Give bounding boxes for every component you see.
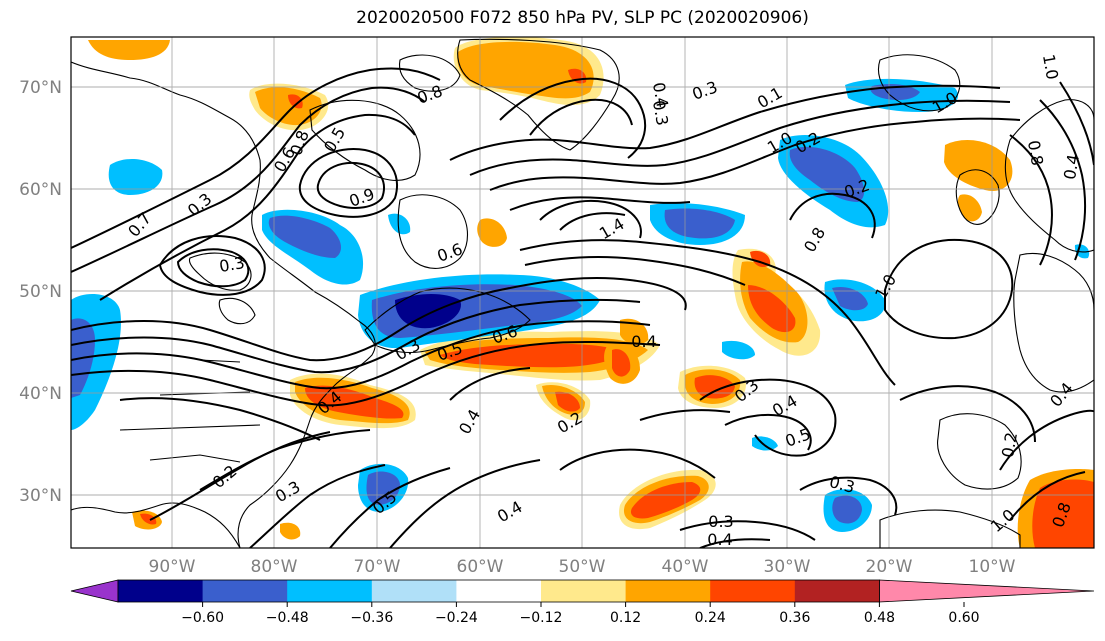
colorbar-tick-label: −0.24	[435, 610, 478, 626]
contour-label: 0.8	[1024, 139, 1047, 167]
coastlines	[71, 38, 1094, 548]
contour-label: 0.4	[707, 530, 732, 549]
contour-label: 0.3	[649, 99, 672, 127]
colorbar-tick-label: 0.12	[610, 610, 641, 626]
colorbar-swatch	[625, 580, 711, 602]
colorbar-swatch	[287, 580, 373, 602]
colorbar-tick-label: 0.60	[948, 610, 979, 626]
latitude-labels: 70°N 60°N 50°N 40°N 30°N	[19, 78, 62, 506]
colorbar-swatch	[202, 580, 288, 602]
colorbar-outline	[117, 579, 880, 603]
lon-label: 10°W	[969, 557, 1016, 577]
colorbar-extend-high	[879, 579, 1095, 603]
lon-label: 90°W	[149, 557, 196, 577]
lon-label: 80°W	[251, 557, 298, 577]
lat-label: 70°N	[19, 78, 62, 98]
colorbar-swatch	[541, 580, 627, 602]
contour-label: 0.3	[708, 512, 733, 531]
colorbar-swatch	[794, 580, 880, 602]
colorbar: −0.60 −0.48 −0.36 −0.24 −0.12 0.12 0.24 0.36 0.4…	[70, 579, 1095, 626]
colorbar-swatch	[371, 580, 457, 602]
lat-label: 50°N	[19, 282, 62, 302]
colorbar-swatch	[456, 580, 542, 602]
lon-label: 70°W	[354, 557, 401, 577]
colorbar-tick-label: −0.36	[350, 610, 393, 626]
lon-label: 60°W	[457, 557, 504, 577]
colorbar-tick-label: 0.36	[779, 610, 810, 626]
lon-label: 20°W	[866, 557, 913, 577]
longitude-labels: 90°W 80°W 70°W 60°W 50°W 40°W 30°W 20°W …	[149, 557, 1016, 577]
lat-label: 30°N	[19, 486, 62, 506]
contour-label: 0.4	[1060, 153, 1083, 181]
map-panel: 0.8 0.30.40.30.11.00.60.8 0.50.91.00.8 0.41…	[71, 37, 1094, 549]
pv-positive-shading	[88, 37, 1094, 548]
lat-label: 60°N	[19, 180, 62, 200]
colorbar-tick-label: −0.48	[266, 610, 309, 626]
lon-label: 40°W	[662, 557, 709, 577]
colorbar-extend-low	[70, 579, 119, 603]
lon-label: 50°W	[559, 557, 606, 577]
colorbar-swatch	[710, 580, 796, 602]
colorbar-tick-label: 0.24	[695, 610, 726, 626]
slp-contours	[71, 67, 1094, 548]
lon-label: 30°W	[764, 557, 811, 577]
map-frame	[70, 36, 1095, 549]
contour-label: 0.3	[218, 253, 246, 276]
map-title: 2020020500 F072 850 hPa PV, SLP PC (2020…	[356, 8, 809, 28]
lat-label: 40°N	[19, 384, 62, 404]
contour-label: 1.0	[1039, 53, 1062, 81]
colorbar-tick-label: −0.60	[181, 610, 224, 626]
colorbar-tick-label: 0.48	[864, 610, 895, 626]
contour-label: 0.4	[649, 81, 672, 109]
contour-label: 0.2	[998, 431, 1021, 459]
contour-label: 0.4	[631, 332, 656, 351]
colorbar-tick-label: −0.12	[520, 610, 563, 626]
colorbar-swatch	[118, 580, 204, 602]
